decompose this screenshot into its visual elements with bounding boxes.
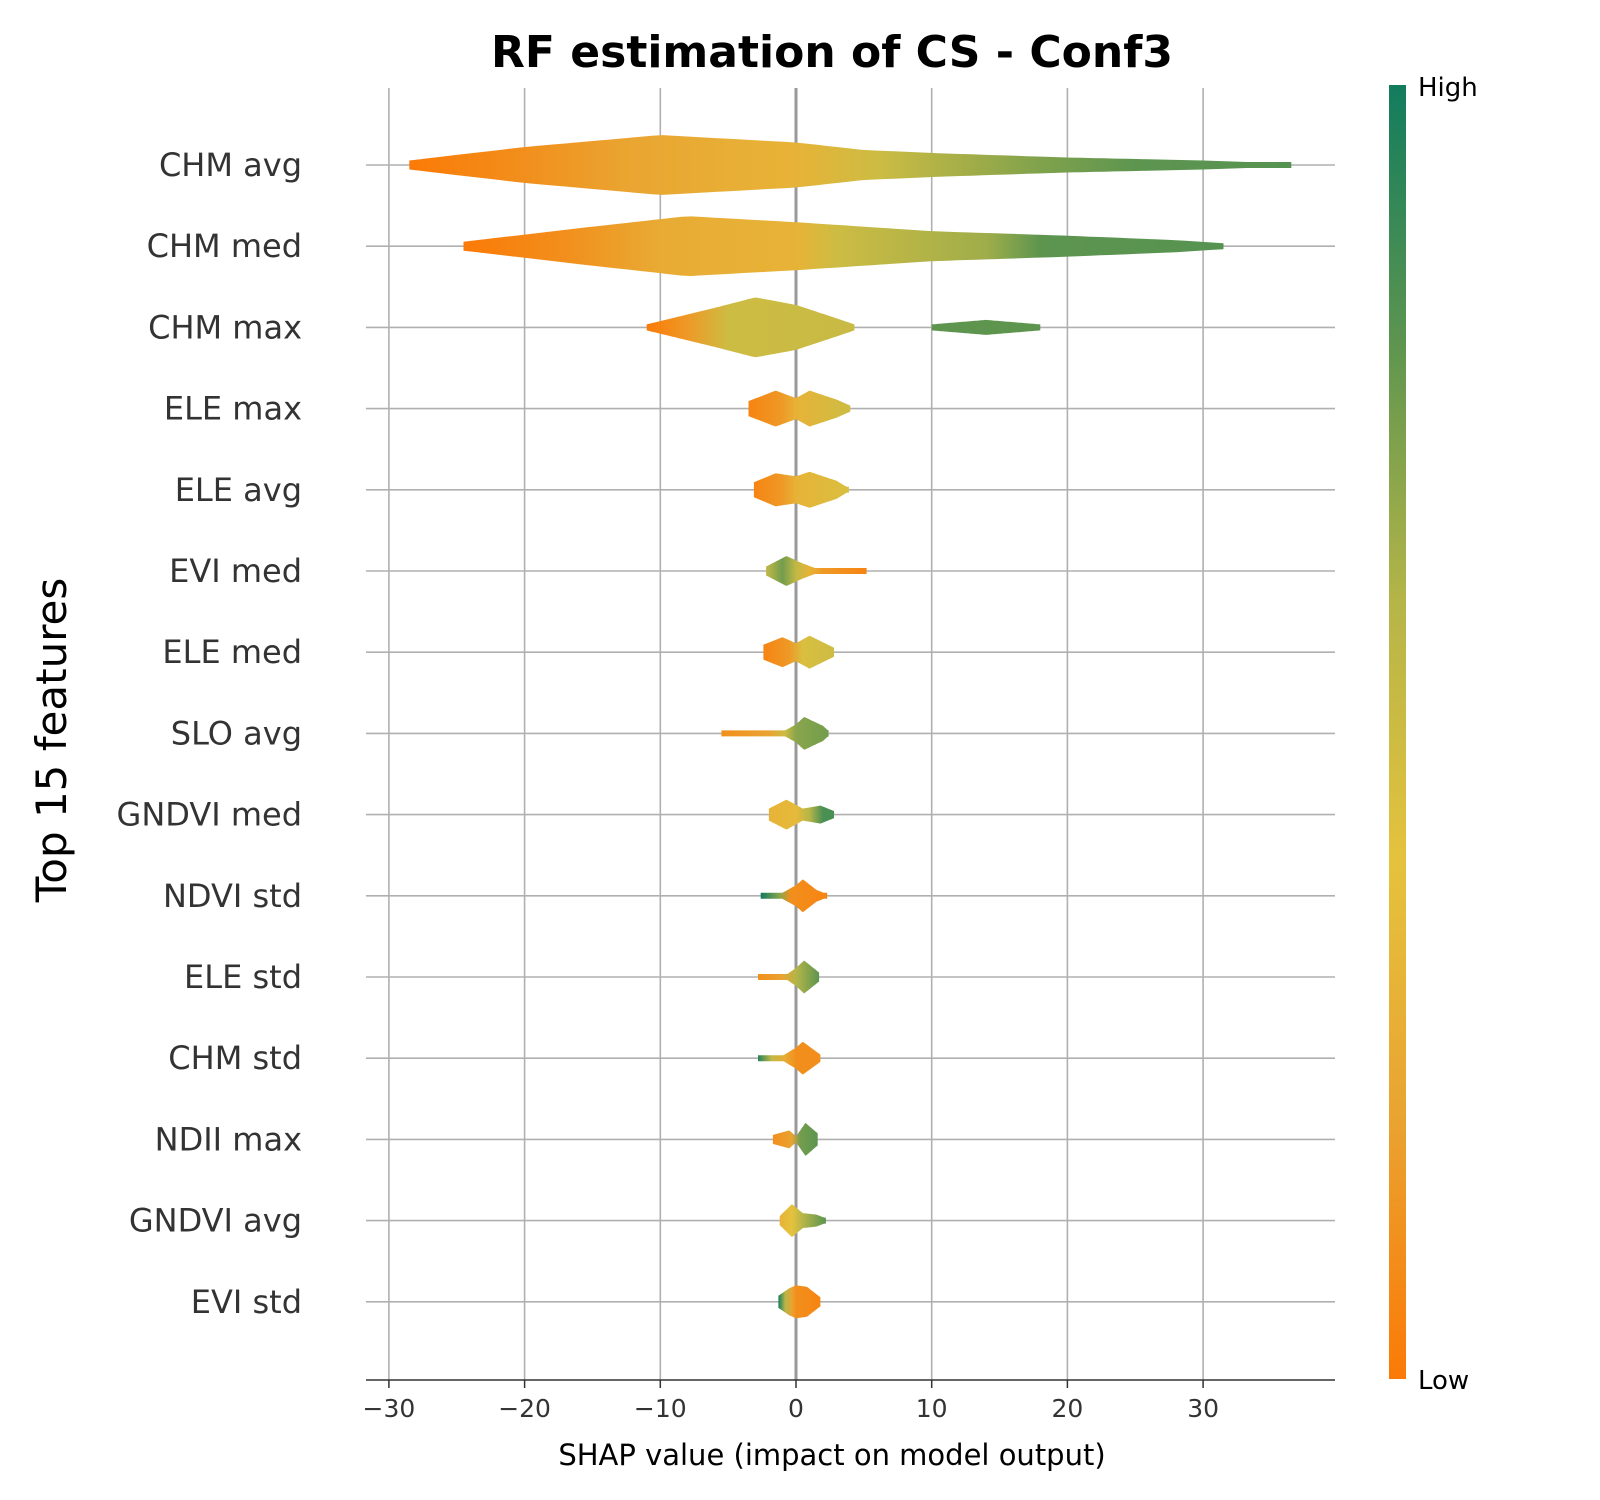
violin-ele-med — [763, 635, 834, 669]
x-axis: −30 −20 −10 0 10 20 30 — [363, 1379, 1335, 1423]
feature-label: NDVI std — [163, 877, 302, 915]
feature-label: CHM avg — [159, 146, 302, 184]
feature-label: EVI med — [169, 552, 302, 590]
violin-chm-std — [758, 1042, 821, 1075]
violin-chm-avg — [409, 135, 1292, 195]
violin-shape — [409, 135, 1292, 195]
x-tick-label: 30 — [1187, 1394, 1219, 1423]
violin-ele-std — [758, 960, 820, 994]
violin-shape — [758, 1042, 821, 1075]
violin-shape — [779, 1204, 826, 1237]
feature-label: CHM std — [168, 1039, 302, 1077]
feature-label: ELE avg — [175, 471, 302, 509]
violin-shape — [721, 717, 829, 750]
violin-ele-max — [748, 390, 851, 427]
feature-label: SLO avg — [171, 714, 302, 752]
violin-shape — [768, 799, 834, 830]
x-tick-label: 20 — [1051, 1394, 1083, 1423]
grid-lines — [366, 88, 1335, 1380]
violin-gndvi-med — [768, 799, 834, 830]
violin-shape — [931, 319, 1041, 335]
violin-shape — [753, 471, 849, 508]
violin-evi-med — [766, 556, 867, 586]
violin-shape — [463, 216, 1224, 276]
feature-label: GNDVI med — [117, 796, 302, 834]
colorbar-high-label: High — [1418, 73, 1478, 103]
feature-label: EVI std — [191, 1283, 302, 1321]
violin-gndvi-avg — [779, 1204, 826, 1237]
violin-shape — [763, 635, 834, 669]
violin-shape — [758, 960, 820, 994]
violin-shape — [766, 556, 867, 586]
violin-chm-med — [463, 216, 1224, 276]
x-tick-label: −30 — [363, 1394, 416, 1423]
feature-labels: CHM avg CHM med CHM max ELE max ELE avg EVI m… — [117, 146, 302, 1321]
violins-layer — [409, 135, 1292, 1319]
feature-label: CHM max — [148, 308, 302, 346]
x-tick-label: −20 — [498, 1394, 551, 1423]
feature-label: GNDVI avg — [129, 1202, 302, 1240]
violin-ele-avg — [753, 471, 849, 508]
x-tick-label: 0 — [788, 1394, 804, 1423]
x-axis-title: SHAP value (impact on model output) — [558, 1438, 1105, 1472]
violin-chm-max — [646, 297, 1041, 358]
x-tick-label: −10 — [634, 1394, 687, 1423]
violin-ndii-max — [772, 1123, 818, 1156]
violin-ndvi-std — [760, 879, 828, 913]
violin-shape — [748, 390, 851, 427]
violin-slo-avg — [721, 717, 829, 750]
colorbar: High Low — [1389, 73, 1478, 1396]
colorbar-gradient — [1389, 85, 1406, 1379]
x-tick-label: 10 — [916, 1394, 948, 1423]
colorbar-low-label: Low — [1418, 1366, 1469, 1396]
feature-label: NDII max — [155, 1120, 302, 1158]
chart-title: RF estimation of CS - Conf3 — [491, 27, 1173, 78]
violin-evi-std — [778, 1285, 821, 1319]
feature-label: ELE max — [164, 390, 302, 428]
violin-shape — [646, 297, 855, 358]
violin-shape — [778, 1285, 821, 1319]
violin-shape — [772, 1123, 818, 1156]
feature-label: ELE std — [184, 958, 302, 996]
violin-shape — [760, 879, 828, 913]
feature-label: CHM med — [147, 227, 302, 265]
y-axis-title: Top 15 features — [27, 578, 76, 904]
feature-label: ELE med — [162, 633, 302, 671]
